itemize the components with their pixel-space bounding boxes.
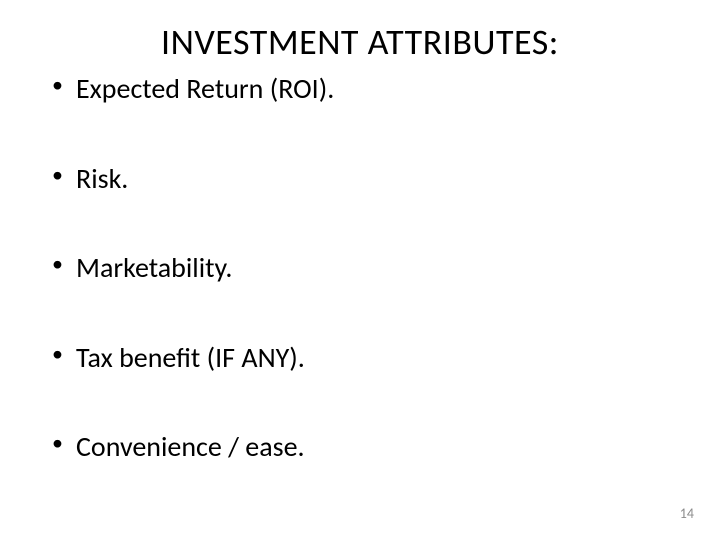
- list-item: Risk.: [52, 162, 680, 196]
- slide-title: INVESTMENT ATTRIBUTES:: [40, 20, 680, 64]
- list-item: Expected Return (ROI).: [52, 72, 680, 106]
- list-item: Tax benefit (IF ANY).: [52, 341, 680, 375]
- slide-container: INVESTMENT ATTRIBUTES: Expected Return (…: [0, 0, 720, 540]
- list-item: Marketability.: [52, 251, 680, 285]
- bullet-list: Expected Return (ROI). Risk. Marketabili…: [40, 72, 680, 464]
- page-number: 14: [680, 505, 694, 522]
- list-item: Convenience / ease.: [52, 430, 680, 464]
